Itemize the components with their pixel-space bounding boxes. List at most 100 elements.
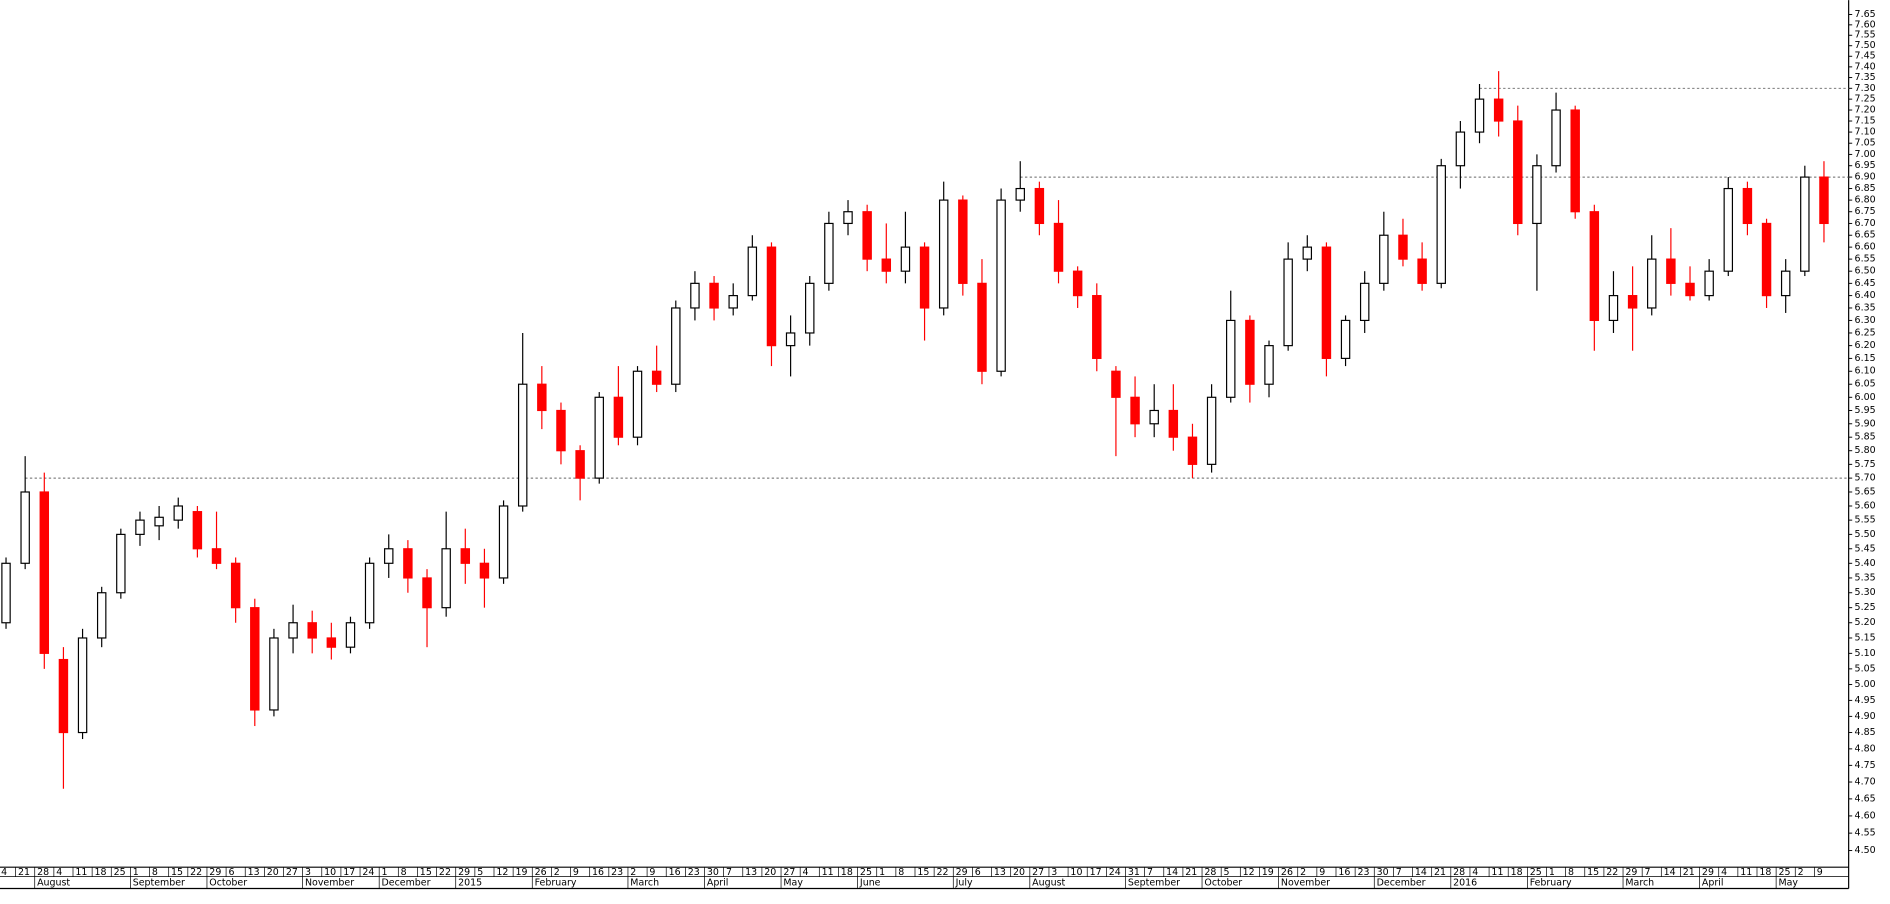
candle-body: [709, 282, 719, 309]
y-tick-label: 5.55: [1855, 515, 1876, 526]
x-tick-label: 31: [1128, 867, 1140, 878]
y-tick-label: 5.20: [1855, 617, 1876, 628]
x-tick-label: 19: [1262, 867, 1274, 878]
x-tick-label: 21: [1683, 867, 1695, 878]
candle-body: [1627, 295, 1638, 309]
x-tick-label: 19: [515, 867, 527, 878]
candle-body: [364, 562, 375, 624]
y-tick-label: 6.95: [1855, 160, 1876, 171]
month-label: March: [1625, 878, 1654, 889]
y-tick-label: 5.35: [1855, 572, 1876, 583]
candle-body: [862, 211, 872, 260]
x-tick-label: 22: [1606, 867, 1618, 878]
month-label: March: [630, 878, 659, 889]
candle-body: [1436, 165, 1446, 284]
y-tick-label: 4.65: [1855, 793, 1876, 804]
candle-body: [1455, 131, 1466, 167]
y-tick-label: 5.70: [1855, 473, 1876, 484]
candle-body: [1226, 319, 1236, 398]
candle-body: [766, 246, 777, 347]
candle-body: [632, 370, 643, 438]
x-tick-label: 17: [343, 867, 355, 878]
x-tick-label: 9: [573, 867, 579, 878]
candle-body: [1340, 319, 1351, 359]
y-tick-label: 5.75: [1855, 459, 1876, 470]
month-label: 2016: [1453, 878, 1477, 889]
candle-body: [441, 548, 451, 609]
candle-body: [1570, 109, 1580, 213]
x-tick-label: 29: [956, 867, 968, 878]
y-tick-label: 7.35: [1855, 72, 1876, 83]
y-tick-label: 5.50: [1855, 529, 1876, 540]
x-tick-label: 29: [1702, 867, 1714, 878]
x-tick-label: 24: [362, 867, 374, 878]
x-tick-label: 7: [1396, 867, 1402, 878]
candle-body: [1302, 246, 1313, 260]
x-tick-label: 2: [554, 867, 560, 878]
x-tick-label: 15: [1587, 867, 1599, 878]
candle-body: [288, 622, 298, 639]
y-tick-label: 5.85: [1855, 432, 1876, 443]
candle-body: [1168, 409, 1179, 438]
x-tick-label: 18: [95, 867, 107, 878]
candle-body: [747, 246, 758, 297]
y-tick-label: 6.25: [1855, 327, 1876, 338]
x-tick-label: 9: [649, 867, 655, 878]
x-tick-label: 22: [190, 867, 202, 878]
candle-body: [403, 548, 413, 579]
x-tick-label: 13: [745, 867, 757, 878]
candle-body: [498, 505, 509, 579]
x-tick-label: 27: [286, 867, 298, 878]
x-tick-label: 23: [611, 867, 623, 878]
candle-body: [1513, 120, 1523, 225]
x-tick-label: 11: [75, 867, 87, 878]
x-tick-label: 15: [171, 867, 183, 878]
x-tick-label: 2: [1300, 867, 1306, 878]
y-tick-label: 6.55: [1855, 254, 1876, 265]
x-tick-label: 2: [1798, 867, 1804, 878]
x-tick-label: 26: [535, 867, 547, 878]
candle-body: [1245, 319, 1255, 385]
x-tick-label: 25: [1530, 867, 1542, 878]
month-label: February: [1530, 878, 1572, 889]
x-tick-label: 6: [228, 867, 234, 878]
x-tick-label: 8: [1568, 867, 1574, 878]
candle-body: [307, 622, 317, 639]
y-tick-label: 6.80: [1855, 195, 1876, 206]
candle-body: [1647, 258, 1657, 309]
y-tick-label: 7.60: [1855, 19, 1876, 30]
y-tick-label: 6.45: [1855, 278, 1876, 289]
y-tick-label: 4.50: [1855, 845, 1876, 856]
x-tick-label: 25: [860, 867, 872, 878]
x-tick-label: 10: [324, 867, 336, 878]
candle-body: [996, 199, 1006, 372]
x-tick-label: 1: [382, 867, 388, 878]
x-tick-label: 5: [1224, 867, 1230, 878]
candle-body: [96, 592, 107, 639]
x-tick-label: 4: [1472, 867, 1478, 878]
x-tick-label: 3: [305, 867, 311, 878]
month-label: May: [1778, 878, 1798, 889]
candle-body: [1819, 176, 1829, 225]
y-tick-label: 7.55: [1855, 30, 1876, 41]
y-tick-label: 6.20: [1855, 340, 1876, 351]
candle-body: [39, 491, 50, 654]
x-tick-label: 1: [1549, 867, 1555, 878]
candle-body: [173, 505, 183, 521]
candle-body: [651, 370, 662, 385]
x-tick-label: 25: [1778, 867, 1790, 878]
y-tick-label: 5.30: [1855, 587, 1876, 598]
candle-body: [1666, 258, 1676, 284]
candle-body: [1704, 270, 1714, 297]
candle-body: [1359, 282, 1370, 322]
candle-body: [824, 222, 834, 284]
candle-body: [384, 548, 394, 564]
y-tick-label: 7.10: [1855, 127, 1876, 138]
month-label: April: [1702, 878, 1724, 889]
month-label: April: [707, 878, 729, 889]
x-tick-label: 21: [1185, 867, 1197, 878]
x-tick-label: 1: [879, 867, 885, 878]
x-tick-label: 18: [841, 867, 853, 878]
y-tick-label: 7.20: [1855, 105, 1876, 116]
y-tick-label: 7.50: [1855, 40, 1876, 51]
